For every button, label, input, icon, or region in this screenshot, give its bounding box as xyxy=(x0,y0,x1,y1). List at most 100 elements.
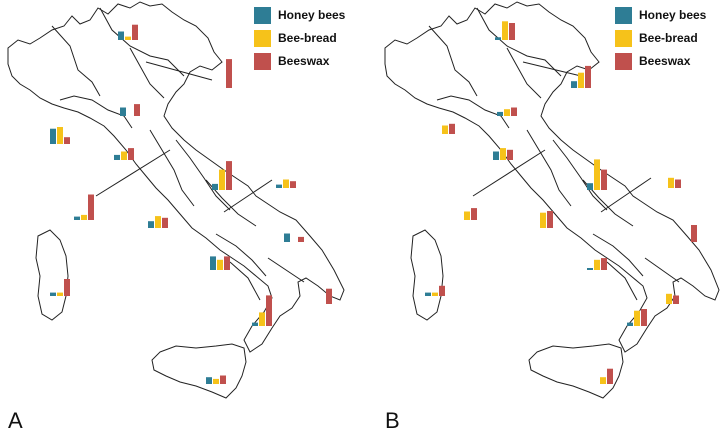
bar-honey-bees xyxy=(206,377,212,384)
legend-label: Honey bees xyxy=(639,8,707,22)
bar-bee-bread xyxy=(259,312,265,326)
legend-item-beeswax: Beeswax xyxy=(615,50,706,72)
bar-honey-bees xyxy=(284,233,290,242)
bar-beeswax xyxy=(673,295,679,304)
bar-cluster-marche xyxy=(212,161,232,190)
bar-honey-bees xyxy=(276,184,282,188)
bar-cluster-friuli-venezia-giulia xyxy=(226,59,232,88)
bar-bee-bread xyxy=(442,125,448,134)
leader-line xyxy=(145,61,213,81)
bar-honey-bees xyxy=(212,183,218,190)
bar-beeswax xyxy=(226,161,232,190)
bar-bee-bread xyxy=(600,377,606,384)
bar-cluster-calabria xyxy=(252,295,272,326)
bar-honey-bees xyxy=(587,268,593,270)
bar-cluster-liguria xyxy=(50,127,70,144)
bar-bee-bread xyxy=(81,214,87,220)
bar-cluster-abruzzo xyxy=(276,179,296,188)
bar-layer xyxy=(425,21,697,384)
bar-bee-bread xyxy=(283,179,289,188)
bar-beeswax xyxy=(224,256,230,270)
beeswax-swatch xyxy=(254,52,271,70)
bar-beeswax xyxy=(298,236,304,242)
bar-cluster-campania xyxy=(210,256,230,270)
bar-beeswax xyxy=(64,137,70,144)
italy-map-a xyxy=(7,1,345,399)
bar-bee-bread xyxy=(668,177,674,188)
bar-bee-bread xyxy=(57,292,63,296)
bar-cluster-sardinia xyxy=(425,285,445,296)
panel-label-a: A xyxy=(8,408,23,433)
beeswax-swatch xyxy=(615,52,632,70)
bar-honey-bees xyxy=(252,322,258,326)
leader-line xyxy=(522,61,582,77)
panel-b: Honey bees Bee-bread Beeswax B xyxy=(361,0,722,437)
bar-bee-bread xyxy=(155,216,161,228)
bar-beeswax xyxy=(547,211,553,228)
bar-honey-bees xyxy=(425,292,431,296)
bar-cluster-emilia-romagna xyxy=(120,104,140,116)
bar-beeswax xyxy=(326,288,332,304)
bar-bee-bread xyxy=(666,293,672,304)
bar-honey-bees xyxy=(495,37,501,40)
bar-cluster-lazio-coast xyxy=(464,208,477,220)
bar-cluster-basilicata xyxy=(666,293,679,304)
bar-layer xyxy=(50,24,332,384)
bar-honey-bees xyxy=(50,128,56,144)
bar-beeswax xyxy=(290,181,296,188)
bar-beeswax xyxy=(128,148,134,160)
bar-cluster-tuscany xyxy=(114,148,134,160)
bar-bee-bread xyxy=(217,259,223,270)
legend: Honey bees Bee-bread Beeswax xyxy=(254,4,345,73)
bar-cluster-trentino-alto-adige xyxy=(118,24,138,40)
italy-outline xyxy=(384,1,720,399)
bar-bee-bread xyxy=(594,159,600,190)
legend: Honey bees Bee-bread Beeswax xyxy=(615,4,706,73)
legend-label: Beeswax xyxy=(639,54,691,68)
bar-cluster-veneto xyxy=(571,65,591,88)
bar-beeswax xyxy=(266,295,272,326)
bar-beeswax xyxy=(585,65,591,88)
legend-label: Bee-bread xyxy=(278,31,337,45)
bar-beeswax xyxy=(439,285,445,296)
bar-cluster-tuscany xyxy=(493,148,513,160)
bar-honey-bees xyxy=(587,183,593,190)
bar-cluster-trentino-alto-adige xyxy=(495,21,515,40)
bar-beeswax xyxy=(226,59,232,88)
bar-beeswax xyxy=(601,258,607,270)
bar-cluster-sicily xyxy=(600,368,613,384)
legend-item-honey-bees: Honey bees xyxy=(254,4,345,26)
italy-map-b xyxy=(384,1,720,399)
bar-beeswax xyxy=(691,225,697,242)
bar-honey-bees xyxy=(118,31,124,40)
bar-cluster-apulia-south xyxy=(326,288,332,304)
bar-bee-bread xyxy=(121,151,127,160)
bar-beeswax xyxy=(134,104,140,116)
bar-bee-bread xyxy=(540,212,546,228)
legend-item-bee-bread: Bee-bread xyxy=(615,27,706,49)
bar-honey-bees xyxy=(120,107,126,116)
bar-bee-bread xyxy=(125,36,131,40)
bar-beeswax xyxy=(471,208,477,220)
bar-honey-bees xyxy=(493,151,499,160)
honey-bees-swatch xyxy=(254,6,271,24)
panel-label-b: B xyxy=(385,408,400,433)
bar-bee-bread xyxy=(432,292,438,296)
leader-line xyxy=(267,257,305,283)
bar-beeswax xyxy=(449,123,455,134)
bar-beeswax xyxy=(88,194,94,220)
leader-line xyxy=(644,257,680,283)
bar-beeswax xyxy=(601,169,607,190)
bar-honey-bees xyxy=(114,154,120,160)
legend-item-honey-bees: Honey bees xyxy=(615,4,706,26)
bee-bread-swatch xyxy=(615,29,632,47)
legend-label: Bee-bread xyxy=(639,31,698,45)
bar-cluster-sicily xyxy=(206,375,226,384)
bar-cluster-campania xyxy=(587,258,607,270)
bar-beeswax xyxy=(507,149,513,160)
legend-label: Beeswax xyxy=(278,54,330,68)
bar-cluster-apulia-north xyxy=(284,233,304,242)
bar-bee-bread xyxy=(219,169,225,190)
bar-beeswax xyxy=(675,179,681,188)
bar-honey-bees xyxy=(627,322,633,326)
